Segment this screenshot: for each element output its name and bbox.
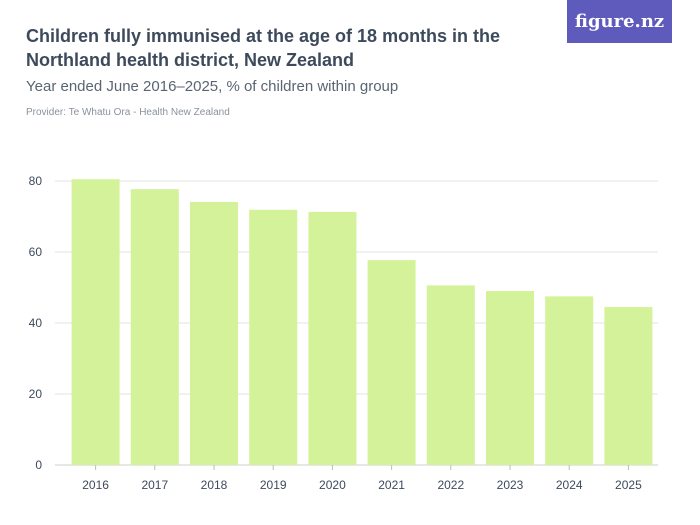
bar-2019[interactable] xyxy=(249,209,298,465)
chart-subtitle: Year ended June 2016–2025, % of children… xyxy=(26,78,399,95)
x-tick-label: 2017 xyxy=(141,478,168,492)
x-tick-label: 2024 xyxy=(556,478,583,492)
bar-2020[interactable] xyxy=(308,211,357,465)
data-provider: Provider: Te Whatu Ora - Health New Zeal… xyxy=(26,107,230,118)
y-tick-label: 40 xyxy=(29,316,43,330)
bar-2022[interactable] xyxy=(426,285,475,465)
bar-2024[interactable] xyxy=(545,296,594,465)
chart-title: Children fully immunised at the age of 1… xyxy=(26,26,501,70)
bar-2018[interactable] xyxy=(190,201,238,465)
y-tick-label: 20 xyxy=(29,387,43,401)
x-tick-label: 2020 xyxy=(319,478,346,492)
x-tick-label: 2023 xyxy=(497,478,524,492)
y-tick-label: 60 xyxy=(29,245,43,259)
y-tick-label: 80 xyxy=(29,174,43,188)
bar-2016[interactable] xyxy=(71,179,120,465)
bars xyxy=(71,179,653,466)
x-tick-label: 2018 xyxy=(201,478,228,492)
y-tick-label: 0 xyxy=(35,458,42,472)
bar-2017[interactable] xyxy=(130,189,179,466)
x-axis-ticks: 2016 2017 2018 2019 2020 2021 2022 2023 2024 2025 xyxy=(82,465,642,492)
x-tick-label: 2019 xyxy=(260,478,287,492)
figure-nz-logo[interactable]: figure.nz xyxy=(567,0,672,43)
x-tick-label: 2022 xyxy=(437,478,464,492)
y-axis-ticks: 0 20 40 60 80 xyxy=(29,174,43,472)
x-tick-label: 2021 xyxy=(378,478,405,492)
bar-2025[interactable] xyxy=(604,307,653,465)
bar-2021[interactable] xyxy=(367,260,416,465)
x-tick-label: 2025 xyxy=(615,478,642,492)
bar-2023[interactable] xyxy=(486,291,534,465)
x-tick-label: 2016 xyxy=(82,478,109,492)
